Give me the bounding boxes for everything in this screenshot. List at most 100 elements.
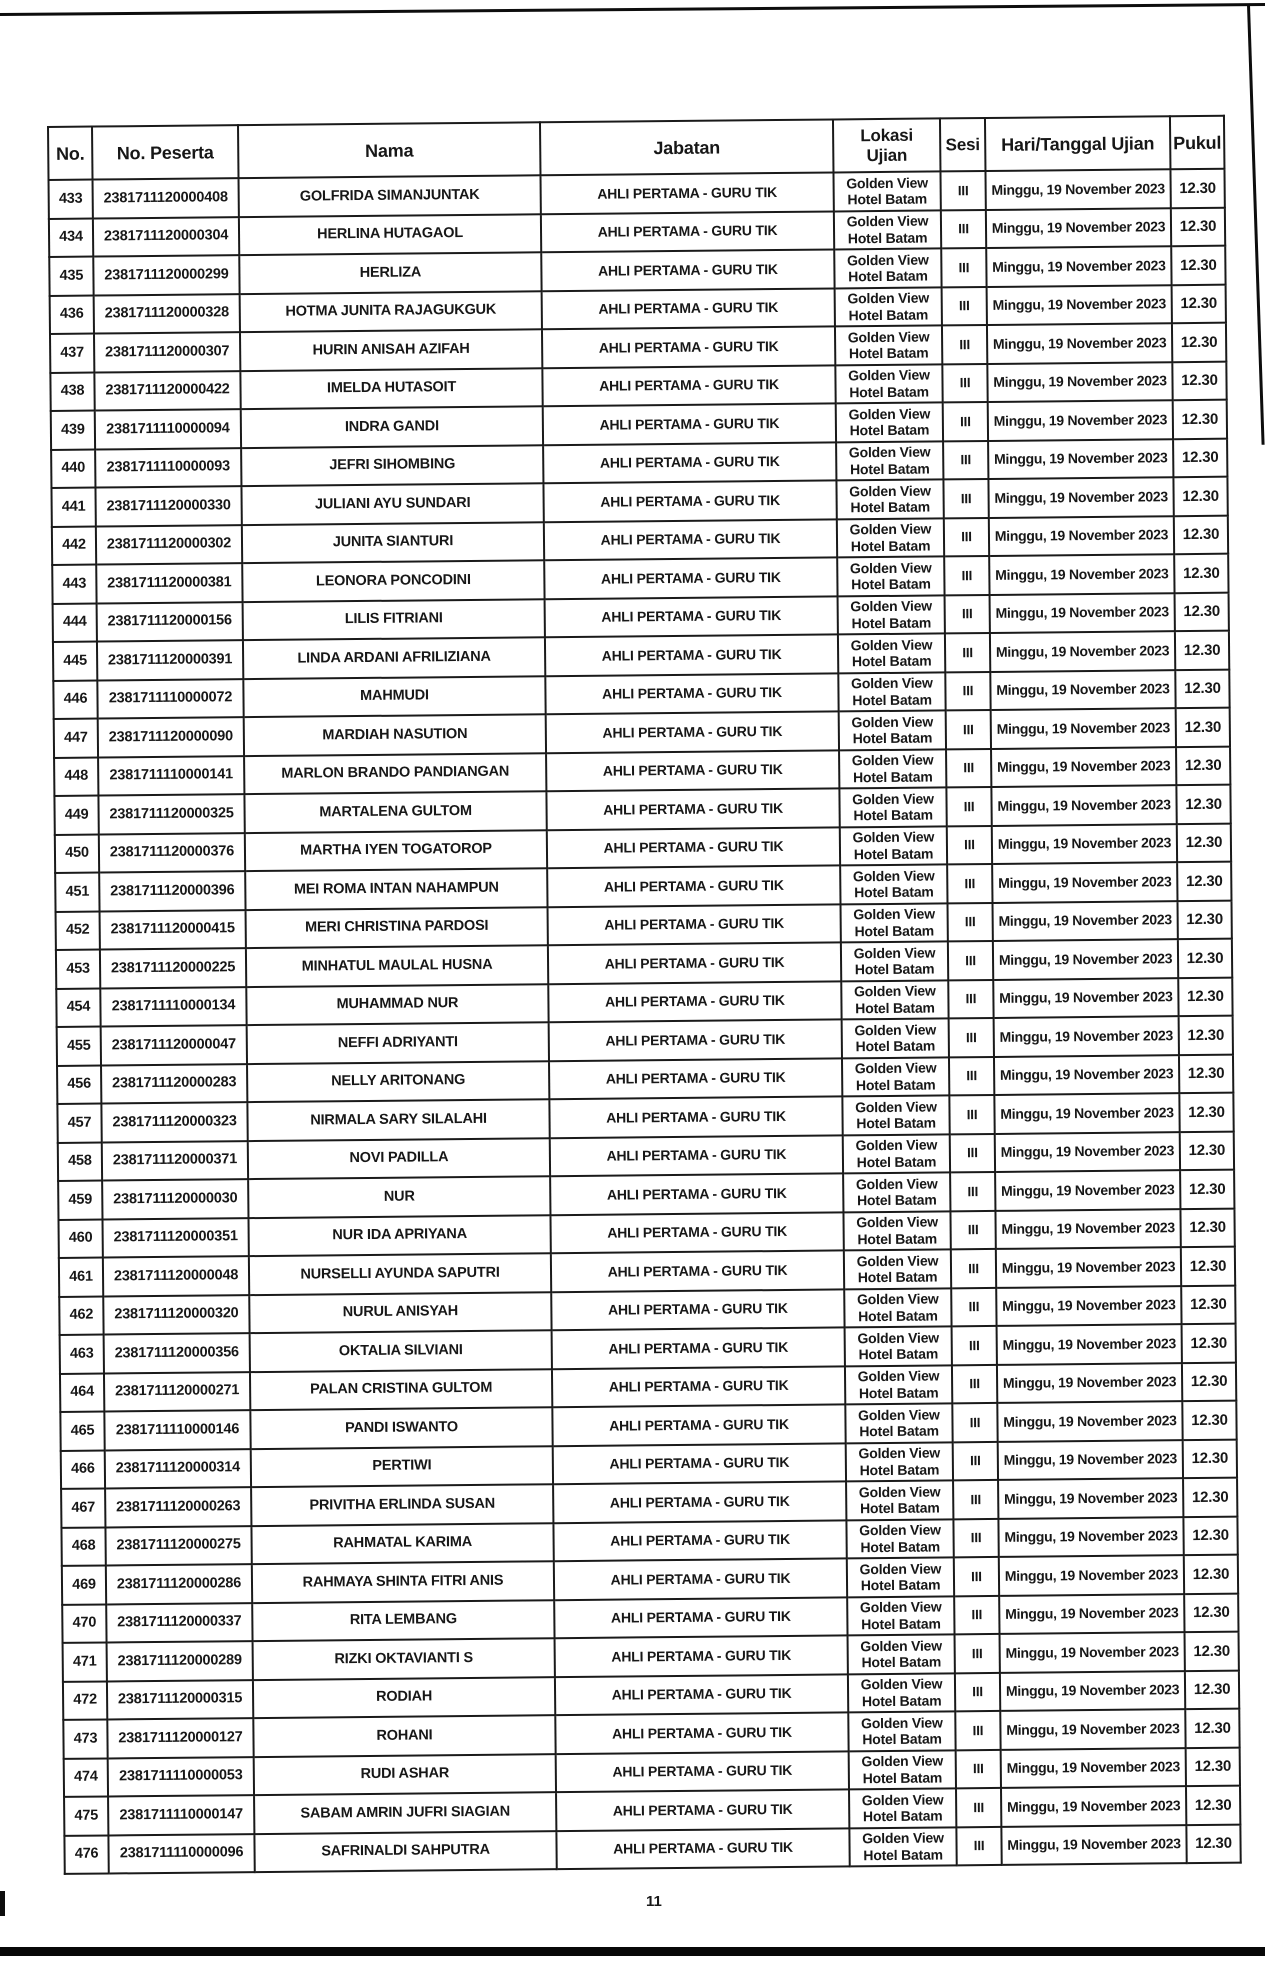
cell-lokasi-ujian: Golden View Hotel Batam [841, 979, 949, 1020]
cell-no: 453 [55, 949, 101, 989]
cell-lokasi-ujian: Golden View Hotel Batam [835, 363, 943, 404]
cell-no-peserta: 2381711120000289 [106, 1641, 253, 1681]
cell-pukul: 12.30 [1185, 1785, 1241, 1825]
cell-pukul: 12.30 [1181, 1323, 1236, 1363]
cell-hari-tanggal: Minggu, 19 November 2023 [985, 169, 1171, 210]
cell-no-peserta: 2381711120000376 [98, 832, 246, 873]
cell-lokasi-ujian: Golden View Hotel Batam [847, 1595, 955, 1636]
col-header-hari-tanggal: Hari/Tanggal Ujian [984, 116, 1171, 171]
cell-no-peserta: 2381711120000302 [95, 524, 243, 565]
cell-no-peserta: 2381711120000391 [96, 640, 244, 681]
cell-nama: LINDA ARDANI AFRILIZIANA [242, 637, 546, 679]
cell-lokasi-ujian: Golden View Hotel Batam [836, 479, 944, 519]
cell-lokasi-ujian: Golden View Hotel Batam [843, 1210, 951, 1251]
cell-pukul: 12.30 [1184, 1631, 1239, 1671]
cell-pukul: 12.30 [1186, 1824, 1241, 1864]
cell-sesi: III [943, 478, 989, 518]
cell-hari-tanggal: Minggu, 19 November 2023 [993, 1054, 1180, 1095]
exam-schedule-table: No. No. Peserta Nama Jabatan Lokasi Ujian… [47, 115, 1242, 1875]
cell-no-peserta: 2381711120000304 [92, 216, 240, 257]
cell-pukul: 12.30 [1176, 784, 1231, 824]
cell-sesi: III [942, 401, 989, 441]
cell-nama: NOVI PADILLA [247, 1137, 551, 1180]
cell-nama: RAHMATAL KARIMA [251, 1522, 554, 1565]
cell-pukul: 12.30 [1172, 399, 1228, 439]
cell-no-peserta: 2381711120000315 [106, 1679, 254, 1720]
cell-lokasi-ujian: Golden View Hotel Batam [844, 1287, 952, 1328]
cell-no: 460 [58, 1219, 103, 1258]
cell-jabatan: AHLI PERTAMA - GURU TIK [546, 788, 840, 830]
cell-jabatan: AHLI PERTAMA - GURU TIK [556, 1789, 850, 1831]
cell-no: 434 [48, 218, 94, 257]
cell-jabatan: AHLI PERTAMA - GURU TIK [548, 1057, 843, 1100]
cell-no-peserta: 2381711110000141 [98, 755, 245, 796]
cell-lokasi-ujian: Golden View Hotel Batam [848, 1711, 956, 1751]
cell-pukul: 12.30 [1184, 1593, 1239, 1633]
cell-jabatan: AHLI PERTAMA - GURU TIK [542, 364, 836, 407]
cell-hari-tanggal: Minggu, 19 November 2023 [999, 1670, 1186, 1711]
cell-lokasi-ujian: Golden View Hotel Batam [841, 1056, 950, 1097]
cell-sesi: III [950, 1210, 996, 1250]
scan-mark-bottom-left [0, 1891, 5, 1916]
cell-lokasi-ujian: Golden View Hotel Batam [841, 1018, 949, 1058]
page-number: 11 [646, 1893, 662, 1910]
cell-lokasi-ujian: Golden View Hotel Batam [833, 171, 941, 211]
cell-hari-tanggal: Minggu, 19 November 2023 [993, 977, 1179, 1018]
cell-no: 436 [49, 295, 94, 334]
cell-hari-tanggal: Minggu, 19 November 2023 [997, 1401, 1183, 1442]
cell-no: 440 [51, 449, 96, 488]
cell-sesi: III [951, 1287, 997, 1327]
cell-nama: MARTALENA GULTOM [244, 791, 547, 833]
cell-no: 452 [55, 911, 100, 950]
cell-hari-tanggal: Minggu, 19 November 2023 [995, 1170, 1181, 1211]
cell-no: 448 [54, 757, 99, 796]
cell-hari-tanggal: Minggu, 19 November 2023 [1000, 1709, 1186, 1750]
cell-no-peserta: 2381711110000096 [108, 1833, 255, 1874]
cell-lokasi-ujian: Golden View Hotel Batam [840, 864, 948, 904]
cell-hari-tanggal: Minggu, 19 November 2023 [999, 1593, 1185, 1634]
cell-nama: LEONORA PONCODINI [242, 560, 545, 602]
cell-jabatan: AHLI PERTAMA - GURU TIK [547, 903, 841, 946]
cell-pukul: 12.30 [1182, 1400, 1237, 1440]
cell-hari-tanggal: Minggu, 19 November 2023 [988, 515, 1175, 556]
cell-no-peserta: 2381711110000146 [104, 1410, 251, 1451]
cell-hari-tanggal: Minggu, 19 November 2023 [994, 1131, 1181, 1172]
cell-nama: GOLFRIDA SIMANJUNTAK [238, 175, 541, 217]
cell-no-peserta: 2381711120000323 [101, 1102, 248, 1143]
cell-jabatan: AHLI PERTAMA - GURU TIK [550, 1211, 844, 1254]
cell-lokasi-ujian: Golden View Hotel Batam [846, 1480, 954, 1520]
cell-no-peserta: 2381711120000225 [99, 948, 247, 989]
cell-nama: IMELDA HUTASOIT [240, 367, 543, 410]
cell-hari-tanggal: Minggu, 19 November 2023 [995, 1208, 1181, 1249]
cell-pukul: 12.30 [1173, 515, 1229, 555]
cell-lokasi-ujian: Golden View Hotel Batam [845, 1403, 953, 1443]
cell-no-peserta: 2381711120000408 [92, 178, 239, 219]
cell-jabatan: AHLI PERTAMA - GURU TIK [550, 1173, 844, 1215]
cell-nama: HURIN ANISAH AZIFAH [239, 329, 543, 371]
cell-pukul: 12.30 [1185, 1747, 1240, 1787]
cell-no: 472 [62, 1680, 108, 1720]
cell-jabatan: AHLI PERTAMA - GURU TIK [549, 1134, 844, 1177]
cell-sesi: III [956, 1826, 1002, 1866]
cell-no-peserta: 2381711110000072 [97, 678, 244, 719]
cell-jabatan: AHLI PERTAMA - GURU TIK [545, 711, 840, 753]
cell-sesi: III [944, 555, 990, 595]
cell-sesi: III [945, 671, 991, 711]
cell-sesi: III [944, 632, 991, 672]
cell-no: 438 [50, 372, 95, 411]
cell-nama: RUDI ASHAR [253, 1753, 557, 1796]
cell-sesi: III [940, 170, 986, 210]
cell-jabatan: AHLI PERTAMA - GURU TIK [544, 557, 838, 599]
cell-lokasi-ujian: Golden View Hotel Batam [846, 1557, 955, 1597]
cell-hari-tanggal: Minggu, 19 November 2023 [990, 669, 1176, 710]
cell-jabatan: AHLI PERTAMA - GURU TIK [548, 980, 842, 1023]
cell-hari-tanggal: Minggu, 19 November 2023 [1000, 1747, 1186, 1788]
cell-sesi: III [949, 1094, 995, 1134]
cell-no: 439 [50, 410, 96, 450]
cell-no: 468 [61, 1527, 106, 1566]
cell-no: 445 [52, 641, 98, 681]
cell-pukul: 12.30 [1181, 1362, 1237, 1402]
cell-no: 461 [58, 1257, 104, 1297]
cell-sesi: III [952, 1402, 998, 1442]
